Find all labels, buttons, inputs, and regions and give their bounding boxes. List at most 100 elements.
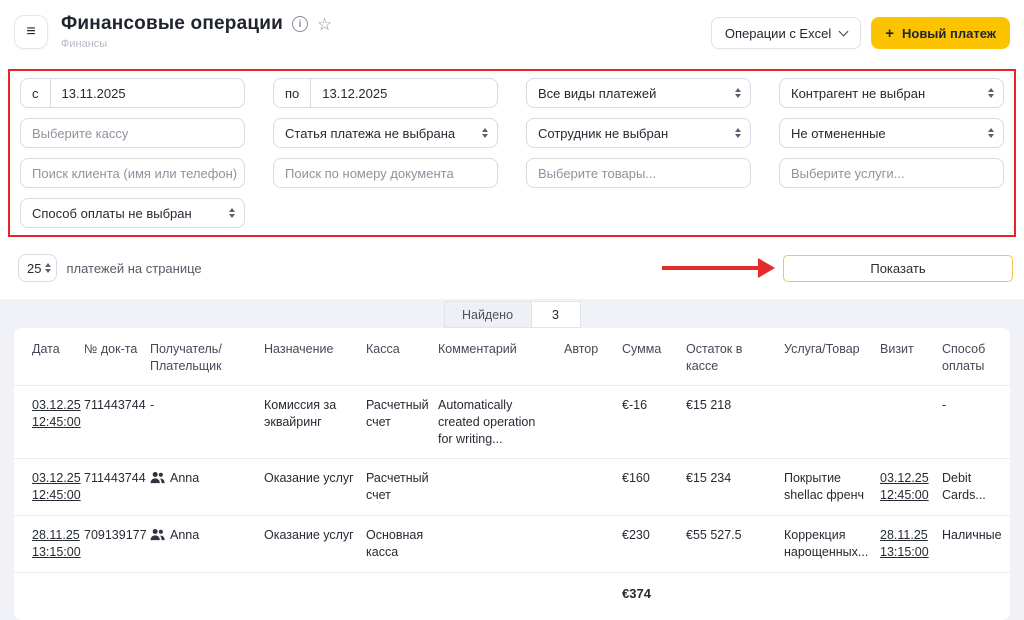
cell-doc-number: 711443744 (84, 397, 146, 412)
cell-payment-method: - (942, 397, 947, 412)
payer-name: - (150, 397, 155, 412)
client-search-input[interactable]: Поиск клиента (имя или телефон) (20, 158, 245, 188)
payment-article-value: Статья платежа не выбрана (285, 125, 456, 141)
cell-balance: €15 234 (686, 471, 732, 486)
page-title: Финансовые операции (61, 13, 284, 34)
payments-table: Дата № док-та Получатель/ Плательщик Назнач… (14, 328, 1010, 620)
select-stepper-icon (988, 88, 994, 98)
cell-amount: €160 (622, 471, 650, 486)
cell-comment (432, 459, 558, 516)
services-select-input[interactable]: Выберите услуги... (779, 158, 1004, 188)
cell-service (778, 385, 874, 459)
cell-comment: Automatically created operation for writ… (438, 397, 536, 446)
cashbox-placeholder: Выберите кассу (32, 125, 129, 141)
visit-link[interactable]: 03.12.25 12:45:00 (880, 471, 929, 503)
cell-visit: 28.11.25 13:15:00 (874, 516, 936, 573)
cell-author (558, 459, 616, 516)
column-header: Автор (564, 342, 599, 356)
column-header: Назначение (264, 342, 334, 356)
cancelled-filter-select[interactable]: Не отмененные (779, 118, 1004, 148)
tab-found-count[interactable]: 3 (530, 301, 581, 328)
table-row: 03.12.25 12:45:00 711443744 Anna Оказание у… (14, 458, 1010, 516)
date-to-input[interactable]: по 13.12.2025 (273, 78, 498, 108)
payment-date-link[interactable]: 03.12.25 12:45:00 (32, 471, 81, 503)
info-icon[interactable] (292, 16, 309, 32)
column-header: Остаток в кассе (686, 342, 743, 373)
cell-cashbox: Расчетный счет (366, 471, 429, 503)
filter-panel-annotation: с 13.11.2025 по 13.12.2025 Все виды плат… (8, 69, 1016, 237)
breadcrumb: Финансы (61, 38, 108, 50)
document-search-input[interactable]: Поиск по номеру документа (273, 158, 498, 188)
cell-visit: 03.12.25 12:45:00 (874, 459, 936, 516)
menu-icon[interactable] (14, 15, 48, 49)
cell-payer: Anna (144, 459, 258, 516)
cell-purpose: Комиссия за эквайринг (264, 397, 337, 429)
per-page-label: платежей на странице (66, 260, 202, 276)
cell-doc-number: 709139177 (84, 528, 147, 543)
cell-service: Покрытие shellac френч (784, 471, 864, 503)
cashbox-input[interactable]: Выберите кассу (20, 118, 245, 148)
total-amount: €374 (622, 585, 651, 601)
date-from-prefix: с (21, 79, 51, 107)
select-stepper-icon (229, 208, 235, 218)
payer-name[interactable]: Anna (170, 471, 200, 486)
payment-type-select[interactable]: Все виды платежей (526, 78, 751, 108)
payment-article-select[interactable]: Статья платежа не выбрана (273, 118, 498, 148)
payment-date-link[interactable]: 03.12.25 12:45:00 (32, 397, 81, 429)
counterparty-select[interactable]: Контрагент не выбран (779, 78, 1004, 108)
column-header: Получатель/ Плательщик (150, 342, 222, 373)
cell-purpose: Оказание услуг (264, 528, 354, 543)
visit-link[interactable]: 28.11.25 13:15:00 (880, 528, 929, 559)
cell-payment-method: Debit Cards... (942, 471, 986, 503)
payment-method-select[interactable]: Способ оплаты не выбран (20, 198, 245, 228)
cell-payer: - (144, 385, 258, 459)
per-page-select[interactable]: 25 (18, 254, 58, 282)
column-header: Дата (32, 342, 60, 356)
clients-icon (150, 470, 165, 484)
cell-payment-method: Наличные (942, 528, 1002, 543)
payer-name[interactable]: Anna (170, 528, 200, 543)
show-button[interactable]: Показать (783, 254, 1013, 282)
cell-date: 03.12.25 12:45:00 (14, 459, 81, 516)
excel-operations-button[interactable]: Операции с Excel (710, 17, 862, 49)
cell-author (558, 516, 616, 573)
column-header: № док-та (84, 342, 138, 356)
cell-author (558, 385, 616, 459)
cell-cashbox: Основная касса (366, 528, 424, 559)
favorite-star-icon[interactable] (317, 16, 332, 33)
column-header: Услуга/Товар (784, 342, 860, 356)
date-from-input[interactable]: с 13.11.2025 (20, 78, 245, 108)
new-payment-label: Новый платеж (901, 25, 996, 41)
counterparty-value: Контрагент не выбран (791, 85, 926, 101)
column-header: Визит (880, 342, 914, 356)
table-header-row: Дата № док-та Получатель/ Плательщик Назнач… (14, 328, 1010, 385)
cell-date: 28.11.25 13:15:00 (14, 516, 81, 573)
products-placeholder: Выберите товары... (538, 165, 657, 181)
services-placeholder: Выберите услуги... (791, 165, 905, 181)
cell-balance: €55 527.5 (686, 528, 742, 543)
per-page-value: 25 (27, 260, 42, 276)
column-header: Способ оплаты (942, 342, 986, 373)
products-select-input[interactable]: Выберите товары... (526, 158, 751, 188)
excel-operations-label: Операции с Excel (724, 25, 832, 41)
results-tabs: Найдено 3 (0, 299, 1024, 328)
table-row: 03.12.25 12:45:00 711443744- Комиссия за э… (14, 385, 1010, 459)
cell-comment (432, 516, 558, 573)
cell-purpose: Оказание услуг (264, 471, 354, 486)
select-stepper-icon (482, 128, 488, 138)
page-header: Финансовые операции Финансы Операции с E… (0, 0, 1024, 50)
cancelled-filter-value: Не отмененные (791, 125, 886, 141)
payment-type-value: Все виды платежей (538, 85, 657, 101)
date-to-prefix: по (274, 79, 312, 107)
cell-amount: €230 (622, 528, 650, 543)
cell-service: Коррекция нарощенных... (784, 528, 869, 559)
new-payment-button[interactable]: Новый платеж (871, 17, 1010, 49)
column-header: Касса (366, 342, 400, 356)
cell-doc-number: 711443744 (84, 471, 146, 486)
employee-select[interactable]: Сотрудник не выбран (526, 118, 751, 148)
payment-date-link[interactable]: 28.11.25 13:15:00 (32, 528, 81, 559)
table-row: 28.11.25 13:15:00 709139177 Anna Оказание у… (14, 515, 1010, 573)
annotation-arrow (662, 258, 775, 278)
payment-method-value: Способ оплаты не выбран (32, 205, 192, 221)
tab-found[interactable]: Найдено (443, 301, 532, 328)
